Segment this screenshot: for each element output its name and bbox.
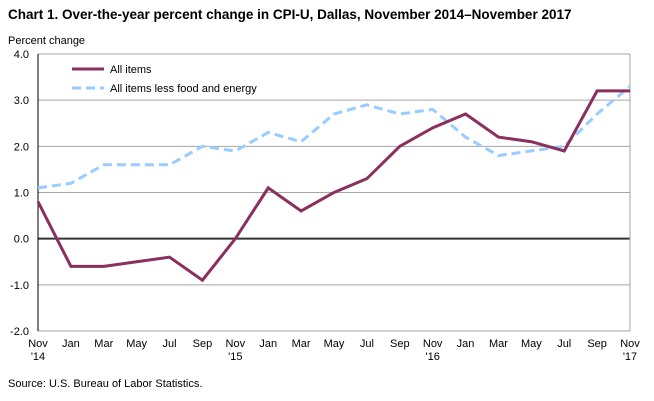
x-tick-label: Jan: [457, 338, 475, 350]
x-tick-label: Jul: [557, 338, 571, 350]
series-line: [37, 85, 631, 190]
x-tick-label: May: [521, 338, 542, 350]
x-tick-year-label: '14: [31, 351, 45, 363]
chart-title: Chart 1. Over-the-year percent change in…: [8, 7, 572, 22]
y-axis-label: Percent change: [8, 35, 86, 47]
y-tick-label: -1.0: [10, 280, 29, 292]
x-tick-label: Jan: [62, 338, 80, 350]
y-tick-label: 1.0: [14, 188, 29, 200]
y-tick-label: 4.0: [14, 49, 29, 61]
x-tick-year-label: '17: [623, 351, 637, 363]
x-tick-label: Mar: [292, 338, 311, 350]
x-tick-label: Nov: [28, 338, 48, 350]
y-tick-label: 3.0: [14, 95, 29, 107]
x-tick-label: May: [324, 338, 345, 350]
x-tick-label: Sep: [390, 338, 410, 350]
y-tick-label: -2.0: [10, 326, 29, 338]
legend-label: All items: [110, 64, 152, 76]
x-tick-label: Nov: [226, 338, 246, 350]
source-note: Source: U.S. Bureau of Labor Statistics.: [8, 378, 203, 390]
x-tick-label: Nov: [620, 338, 640, 350]
x-tick-label: May: [126, 338, 147, 350]
x-tick-label: Sep: [193, 338, 213, 350]
x-tick-year-label: '16: [425, 351, 439, 363]
y-tick-label: 2.0: [14, 141, 29, 153]
x-tick-label: Sep: [587, 338, 607, 350]
x-tick-label: Mar: [489, 338, 508, 350]
x-tick-year-label: '15: [228, 351, 242, 363]
y-tick-label: 0.0: [14, 234, 29, 246]
x-tick-label: Jan: [259, 338, 277, 350]
series-line: [36, 89, 630, 283]
x-tick-label: Jul: [360, 338, 374, 350]
legend-label: All items less food and energy: [110, 83, 257, 95]
x-tick-label: Nov: [423, 338, 443, 350]
x-tick-label: Mar: [94, 338, 113, 350]
x-tick-label: Jul: [163, 338, 177, 350]
